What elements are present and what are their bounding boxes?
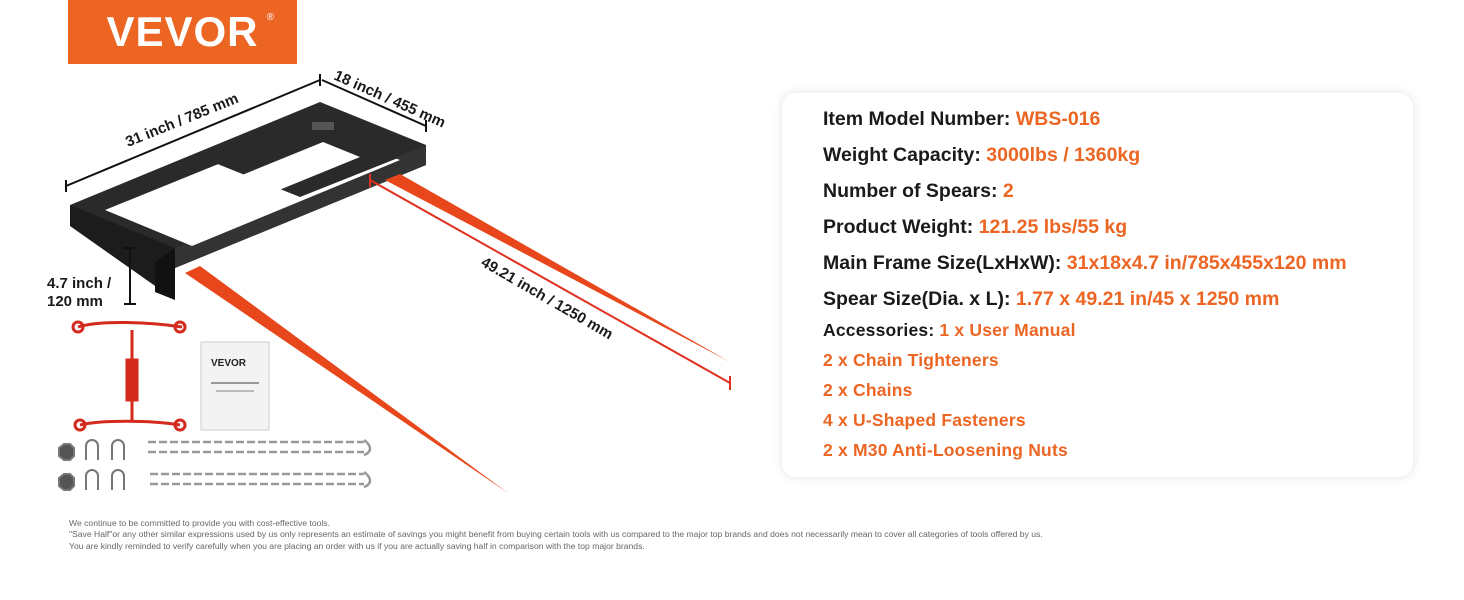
height-line-1: 4.7 inch /: [47, 275, 112, 292]
spec-value: WBS-016: [1015, 108, 1101, 130]
spear-dimension-label: 49.21 inch / 1250 mm: [478, 254, 616, 343]
accessory-item: 2 x Chains: [823, 380, 913, 400]
chains: [148, 439, 372, 489]
spec-spear-size: Spear Size(Dia. x L): 1.77 x 49.21 in/45…: [823, 288, 1280, 310]
fasteners: [58, 439, 125, 491]
spec-main-frame-size: Main Frame Size(LxHxW): 31x18x4.7 in/785…: [823, 252, 1347, 274]
logo-text: VEVOR: [106, 8, 259, 55]
spec-product-weight: Product Weight: 121.25 lbs/55 kg: [823, 216, 1128, 238]
disclaimer-line: You are kindly reminded to verify carefu…: [69, 540, 645, 551]
accessory-item: 1 x User Manual: [939, 320, 1076, 340]
disclaimer: We continue to be committed to provide y…: [69, 518, 1043, 552]
product-illustration: 31 inch / 785 mm 18 inch / 455 mm 49.21 …: [58, 67, 731, 493]
spec-number-of-spears: Number of Spears: 2: [823, 180, 1014, 202]
spec-value: 2: [1002, 180, 1014, 202]
spec-value: 3000lbs / 1360kg: [986, 144, 1141, 166]
spear-dimension-line: [369, 174, 731, 390]
disclaimer-line: We continue to be committed to provide y…: [69, 518, 330, 528]
spec-weight-capacity: Weight Capacity: 3000lbs / 1360kg: [823, 144, 1141, 166]
accessories-heading: Accessories: 1 x User Manual: [823, 320, 1076, 340]
spec-value: 121.25 lbs/55 kg: [978, 216, 1128, 238]
vevor-logo: VEVOR ®: [68, 0, 297, 64]
manual-brand: VEVOR: [211, 358, 247, 369]
spec-value: 1.77 x 49.21 in/45 x 1250 mm: [1015, 288, 1280, 310]
bale-spear-frame: [70, 102, 426, 300]
user-manual: VEVOR: [200, 341, 270, 431]
spears: [185, 174, 730, 493]
dimension-lines: [65, 74, 427, 305]
accessory-item: 2 x M30 Anti-Loosening Nuts: [823, 440, 1068, 460]
spec-model-number: Item Model Number: WBS-016: [823, 108, 1101, 130]
accessory-item: 4 x U-Shaped Fasteners: [823, 410, 1026, 430]
registered-mark: ®: [266, 12, 275, 23]
spec-value: 31x18x4.7 in/785x455x120 mm: [1066, 252, 1347, 274]
disclaimer-line: "Save Half"or any other similar expressi…: [69, 529, 1043, 540]
height-line-2: 120 mm: [47, 293, 103, 310]
specifications-card: Item Model Number: WBS-016 Weight Capaci…: [782, 93, 1413, 477]
accessory-item: 2 x Chain Tighteners: [823, 350, 999, 370]
height-dimension-label: 4.7 inch / 120 mm: [47, 275, 111, 311]
chain-tightener: [71, 320, 187, 432]
